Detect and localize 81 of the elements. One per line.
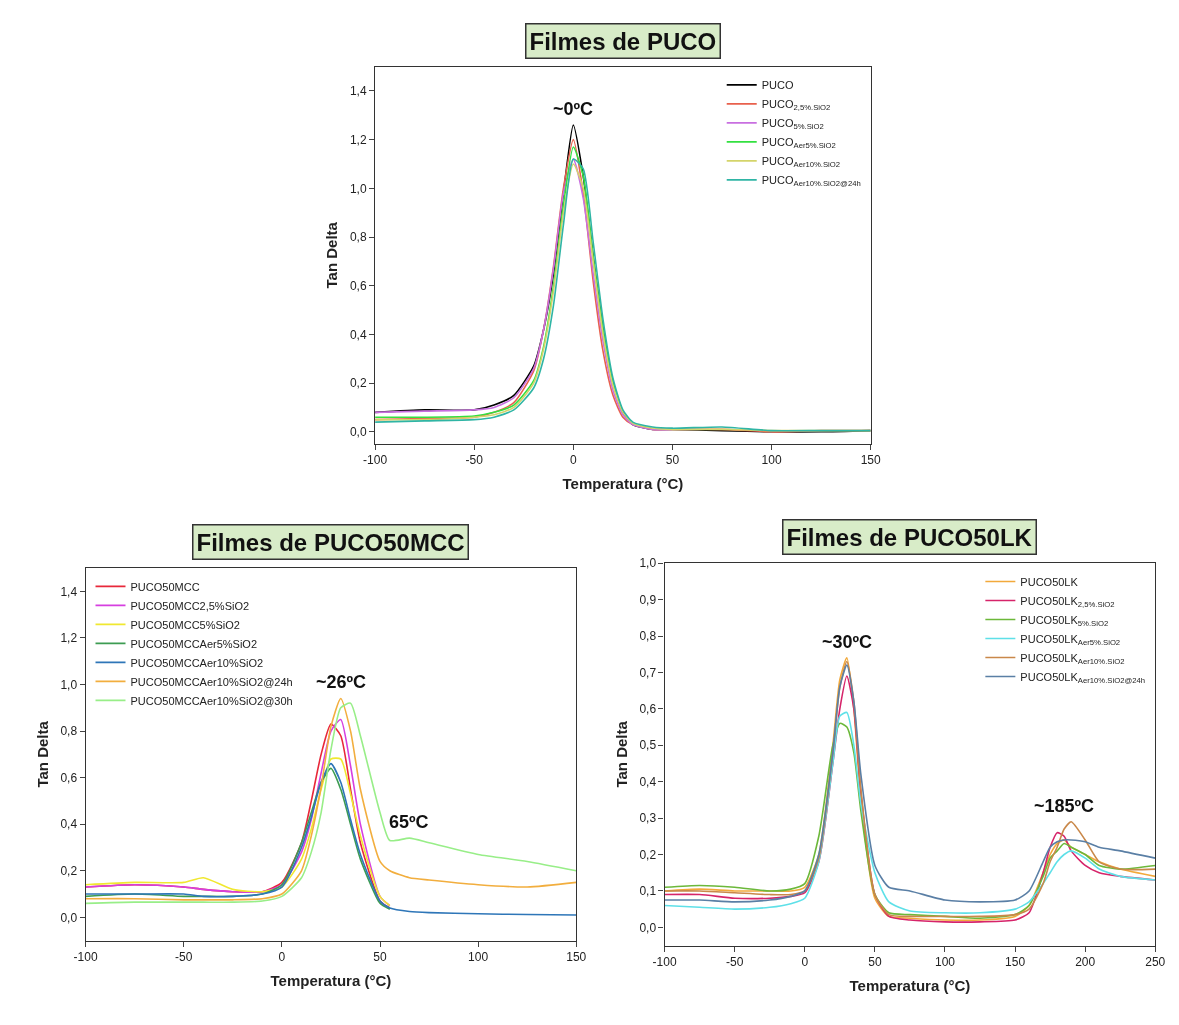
annotation: ~185ºC	[1034, 796, 1095, 816]
x-tick-label: 100	[468, 950, 489, 965]
y-tick-label: 0,0	[349, 425, 367, 440]
x-axis-title: Temperatura (°C)	[849, 977, 971, 995]
legend-label: PUCO50LK	[1020, 575, 1079, 588]
legend-label: PUCO$_{2,5%.SiO2}$	[761, 98, 831, 113]
chart-title: Filmes de PUCO	[529, 27, 717, 55]
y-tick-label: 0,4	[349, 327, 367, 342]
y-tick-label: 0,9	[639, 592, 657, 607]
y-tick-label: 1,0	[639, 556, 657, 571]
y-tick-label: 0,2	[639, 847, 657, 862]
x-axis-title: Temperatura (°C)	[562, 475, 684, 493]
y-tick-label: 0,6	[349, 278, 367, 293]
y-axis-title: Tan Delta	[323, 221, 341, 289]
x-tick-label: 0	[278, 950, 286, 965]
y-tick-label: 0,0	[639, 920, 657, 935]
annotation: 65ºC	[389, 812, 429, 832]
y-tick-label: 0,4	[639, 774, 657, 789]
legend-label: PUCO	[761, 79, 794, 92]
legend-label: PUCO50LK$_{5%.SiO2}$	[1020, 613, 1109, 629]
x-tick-label: 50	[373, 950, 387, 965]
y-tick-label: 1,0	[349, 181, 367, 196]
x-tick-label: 150	[1005, 955, 1026, 970]
legend-label: PUCO$_{5%.SiO2}$	[761, 117, 824, 132]
y-tick-label: 0,5	[639, 738, 657, 753]
x-tick-label: -50	[726, 955, 744, 970]
y-tick-label: 1,4	[60, 584, 78, 599]
y-tick-label: 0,7	[639, 665, 657, 680]
x-tick-label: 200	[1075, 955, 1096, 970]
legend-label: PUCO$_{Aer10%.SiO2}$	[761, 155, 841, 170]
chart-title: Filmes de PUCO50LK	[786, 523, 1033, 551]
legend-label: PUCO50LK$_{2,5%.SiO2}$	[1020, 594, 1115, 610]
y-tick-label: 0,2	[60, 863, 78, 878]
legend-label: PUCO50MCCAer10%SiO2	[130, 656, 264, 669]
x-tick-label: 50	[868, 955, 882, 970]
annotation: ~26ºC	[316, 672, 367, 692]
legend-label: PUCO50MCC2,5%SiO2	[130, 599, 250, 612]
x-tick-label: -100	[652, 955, 677, 970]
legend-label: PUCO50LK$_{Aer10%.SiO2}$	[1020, 651, 1125, 667]
y-tick-label: 0,0	[60, 910, 78, 925]
y-tick-label: 0,8	[349, 230, 367, 245]
x-tick-label: 0	[801, 955, 809, 970]
legend-label: PUCO50MCC	[130, 580, 200, 593]
x-tick-label: -100	[73, 950, 98, 965]
legend-label: PUCO50LK$_{Aer5%.SiO2}$	[1020, 632, 1121, 648]
y-tick-label: 0,6	[639, 702, 657, 717]
y-tick-label: 1,2	[349, 132, 367, 147]
y-tick-label: 0,4	[60, 817, 78, 832]
x-tick-label: 150	[860, 453, 882, 468]
y-tick-label: 1,2	[60, 631, 78, 646]
x-tick-label: 50	[665, 453, 680, 468]
legend-label: PUCO50MCCAer10%SiO2@24h	[130, 675, 293, 688]
line-series	[85, 762, 577, 916]
legend-label: PUCO50MCC5%SiO2	[130, 618, 240, 631]
y-tick-label: 0,3	[639, 811, 657, 826]
annotation: ~30ºC	[822, 632, 873, 652]
x-tick-label: 100	[934, 955, 956, 970]
y-tick-label: 1,4	[349, 84, 367, 99]
x-tick-label: -50	[175, 950, 193, 965]
x-tick-label: 150	[566, 950, 587, 965]
y-tick-label: 0,1	[639, 884, 657, 899]
y-axis-title: Tan Delta	[612, 720, 630, 788]
legend-label: PUCO$_{Aer5%.SiO2}$	[761, 136, 836, 151]
y-axis-title: Tan Delta	[33, 720, 51, 788]
legend-label: PUCO50LK$_{Aer10%.SiO2@24h}$	[1020, 670, 1146, 686]
y-tick-label: 0,2	[349, 376, 367, 391]
annotation: ~0ºC	[553, 99, 594, 119]
y-tick-label: 0,8	[639, 629, 657, 644]
x-tick-label: 0	[569, 453, 577, 468]
chart-title: Filmes de PUCO50MCC	[196, 528, 465, 556]
x-tick-label: -100	[363, 453, 388, 468]
legend-label: PUCO50MCCAer10%SiO2@30h	[130, 694, 293, 707]
y-tick-label: 0,6	[60, 770, 78, 785]
legend-label: PUCO50MCCAer5%SiO2	[130, 637, 258, 650]
x-tick-label: 250	[1145, 955, 1166, 970]
x-axis-title: Temperatura (°C)	[270, 972, 392, 990]
x-tick-label: 100	[761, 453, 782, 468]
y-tick-label: 0,8	[60, 724, 78, 739]
legend-label: PUCO$_{Aer10%.SiO2@24h}$	[761, 174, 861, 189]
y-tick-label: 1,0	[60, 677, 78, 692]
x-tick-label: -50	[465, 453, 484, 468]
